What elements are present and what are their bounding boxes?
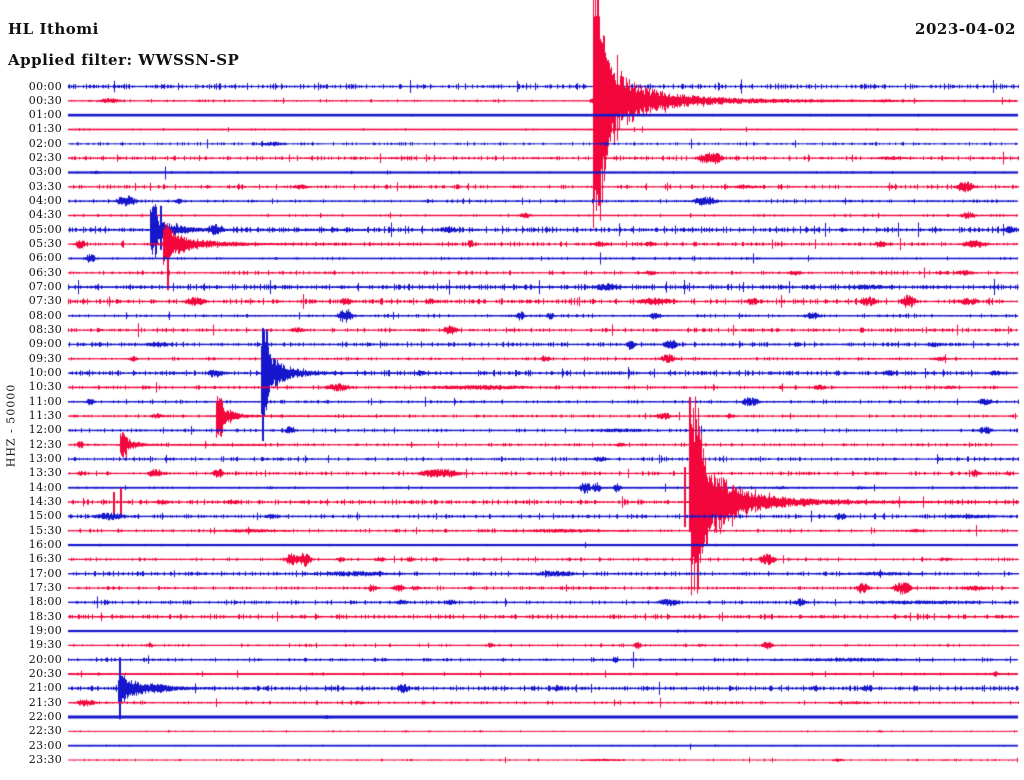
- date-label: 2023-04-02: [915, 20, 1016, 38]
- time-label-00:00: 00:00: [28, 79, 62, 93]
- time-label-23:00: 23:00: [28, 738, 62, 752]
- time-label-05:30: 05:30: [28, 237, 62, 251]
- time-label-07:30: 07:30: [28, 294, 62, 308]
- time-label-01:00: 01:00: [28, 108, 62, 122]
- time-label-09:00: 09:00: [28, 337, 62, 351]
- time-label-13:30: 13:30: [28, 466, 62, 480]
- time-label-19:30: 19:30: [28, 638, 62, 652]
- time-label-02:00: 02:00: [28, 136, 62, 150]
- time-label-16:00: 16:00: [28, 538, 62, 552]
- time-label-03:30: 03:30: [28, 179, 62, 193]
- time-label-03:00: 03:00: [28, 165, 62, 179]
- time-label-07:00: 07:00: [28, 280, 62, 294]
- time-label-23:30: 23:30: [28, 753, 62, 766]
- time-label-13:00: 13:00: [28, 452, 62, 466]
- time-label-21:30: 21:30: [28, 695, 62, 709]
- time-label-18:00: 18:00: [28, 595, 62, 609]
- time-label-15:00: 15:00: [28, 509, 62, 523]
- time-label-00:30: 00:30: [28, 93, 62, 107]
- time-label-11:30: 11:30: [28, 409, 62, 423]
- time-label-21:00: 21:00: [28, 681, 62, 695]
- time-label-17:30: 17:30: [28, 581, 62, 595]
- station-title: HL Ithomi: [8, 20, 99, 38]
- time-label-16:30: 16:30: [28, 552, 62, 566]
- time-label-06:30: 06:30: [28, 265, 62, 279]
- time-label-09:30: 09:30: [28, 351, 62, 365]
- time-label-20:30: 20:30: [28, 667, 62, 681]
- time-label-14:30: 14:30: [28, 495, 62, 509]
- time-label-05:00: 05:00: [28, 222, 62, 236]
- time-label-22:30: 22:30: [28, 724, 62, 738]
- time-label-20:00: 20:00: [28, 652, 62, 666]
- time-label-12:30: 12:30: [28, 437, 62, 451]
- time-label-12:00: 12:00: [28, 423, 62, 437]
- time-label-06:00: 06:00: [28, 251, 62, 265]
- time-label-14:00: 14:00: [28, 480, 62, 494]
- time-label-10:00: 10:00: [28, 366, 62, 380]
- filter-label: Applied filter: WWSSN-SP: [8, 51, 240, 69]
- time-label-01:30: 01:30: [28, 122, 62, 136]
- time-label-19:00: 19:00: [28, 624, 62, 638]
- time-label-08:00: 08:00: [28, 308, 62, 322]
- time-label-04:00: 04:00: [28, 194, 62, 208]
- time-label-18:30: 18:30: [28, 609, 62, 623]
- time-label-17:00: 17:00: [28, 566, 62, 580]
- time-label-10:30: 10:30: [28, 380, 62, 394]
- time-label-04:30: 04:30: [28, 208, 62, 222]
- time-label-11:00: 11:00: [28, 394, 62, 408]
- time-label-15:30: 15:30: [28, 523, 62, 537]
- time-label-02:30: 02:30: [28, 151, 62, 165]
- time-label-22:00: 22:00: [28, 710, 62, 724]
- time-label-08:30: 08:30: [28, 323, 62, 337]
